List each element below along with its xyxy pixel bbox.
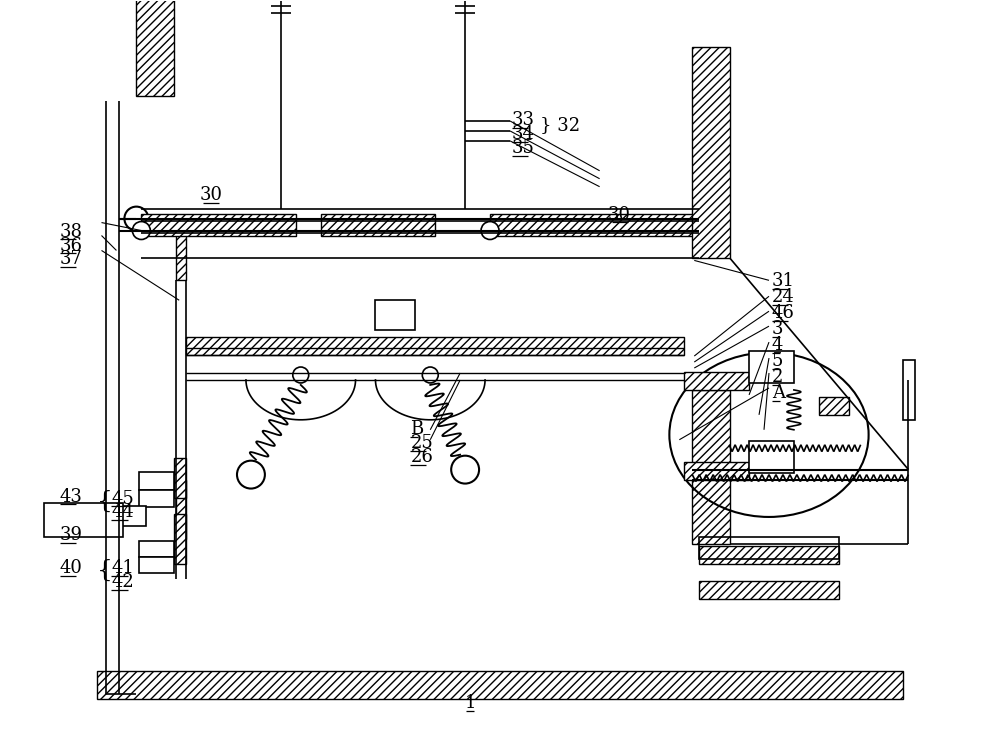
Circle shape <box>124 207 148 230</box>
Text: 39: 39 <box>60 526 83 545</box>
Text: 1: 1 <box>464 694 476 712</box>
Text: 26: 26 <box>410 448 433 465</box>
Text: 30: 30 <box>200 186 223 204</box>
Polygon shape <box>684 372 749 390</box>
Text: 38: 38 <box>60 222 83 241</box>
Polygon shape <box>141 213 296 236</box>
Polygon shape <box>692 390 730 545</box>
Circle shape <box>293 367 309 383</box>
Text: 40: 40 <box>60 559 83 577</box>
Polygon shape <box>139 490 174 508</box>
Text: 34: 34 <box>512 125 535 143</box>
Polygon shape <box>749 441 794 473</box>
Text: 46: 46 <box>772 305 795 322</box>
Polygon shape <box>139 557 174 574</box>
Text: 41: 41 <box>111 559 134 577</box>
Polygon shape <box>749 351 794 383</box>
Polygon shape <box>699 546 839 564</box>
Text: } 32: } 32 <box>540 116 580 134</box>
Text: 3: 3 <box>772 320 783 338</box>
Text: 24: 24 <box>772 288 795 306</box>
Text: B: B <box>410 420 424 438</box>
Circle shape <box>237 461 265 488</box>
Text: {: { <box>97 490 112 513</box>
Polygon shape <box>684 462 749 479</box>
Text: 25: 25 <box>410 433 433 452</box>
Polygon shape <box>44 502 123 537</box>
Text: 35: 35 <box>512 139 535 157</box>
Text: 30: 30 <box>608 205 631 224</box>
Polygon shape <box>174 458 186 497</box>
Polygon shape <box>176 221 186 280</box>
Circle shape <box>132 222 150 239</box>
Text: 42: 42 <box>111 574 134 591</box>
Text: 44: 44 <box>111 503 134 522</box>
Polygon shape <box>139 471 174 490</box>
Polygon shape <box>186 337 684 355</box>
Polygon shape <box>174 514 186 564</box>
Polygon shape <box>136 0 174 96</box>
Polygon shape <box>97 671 903 699</box>
Text: 2: 2 <box>772 368 783 386</box>
Text: 37: 37 <box>60 250 83 268</box>
Polygon shape <box>121 507 146 526</box>
Text: A: A <box>772 384 785 402</box>
Text: {: { <box>97 559 112 582</box>
Polygon shape <box>490 213 694 236</box>
Text: 5: 5 <box>772 352 783 370</box>
Circle shape <box>422 367 438 383</box>
Text: 45: 45 <box>111 490 134 508</box>
Text: 33: 33 <box>512 111 535 129</box>
Polygon shape <box>819 397 849 415</box>
Polygon shape <box>903 360 915 420</box>
Text: 31: 31 <box>772 273 795 290</box>
Polygon shape <box>692 47 730 259</box>
Text: 43: 43 <box>60 488 83 505</box>
Polygon shape <box>699 581 839 599</box>
Polygon shape <box>321 213 435 236</box>
Polygon shape <box>375 300 415 330</box>
Circle shape <box>481 222 499 239</box>
Circle shape <box>451 456 479 484</box>
Polygon shape <box>176 479 186 539</box>
Text: 4: 4 <box>772 336 783 354</box>
Polygon shape <box>139 542 174 557</box>
Text: 36: 36 <box>60 236 83 254</box>
